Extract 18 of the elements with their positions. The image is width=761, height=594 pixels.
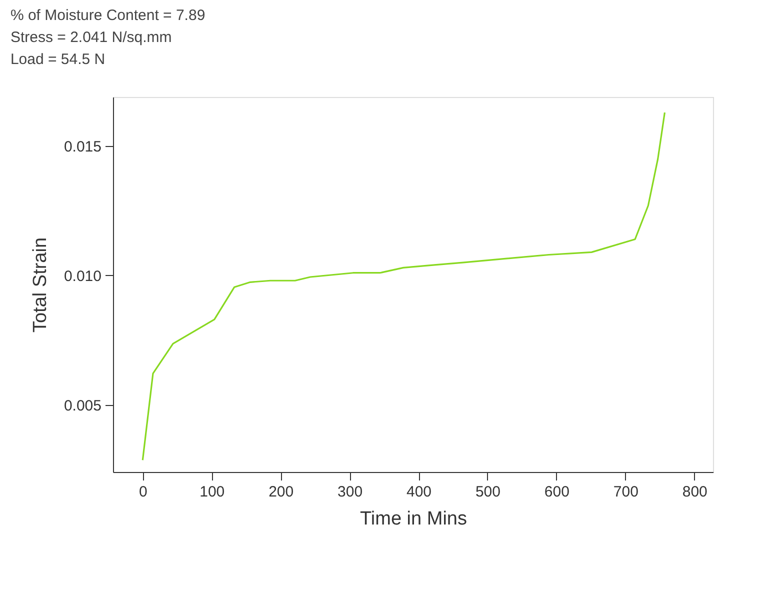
text: % of Moisture Content = 7.89 (10, 7, 206, 24)
y-axis-title: Total Strain (30, 237, 51, 333)
x-tick-label: 100 (200, 484, 225, 500)
x-tick-label: 300 (338, 484, 363, 500)
text: Stress = 2.041 N/sq.mm (10, 29, 172, 46)
x-tick-label: 200 (268, 484, 294, 500)
y-tick-label: 0.005 (64, 397, 102, 414)
x-tick-label: 600 (544, 484, 570, 500)
text: Load = 54.5 N (10, 51, 106, 68)
x-tick-label: 0 (138, 484, 148, 500)
x-tick-label: 500 (475, 484, 500, 500)
x-tick-label: 700 (613, 484, 638, 500)
x-tick-label: 800 (682, 484, 708, 500)
x-axis-title: Time in Mins (360, 508, 467, 530)
y-tick-label: 0.015 (64, 138, 102, 156)
y-tick-label: 0.010 (64, 268, 102, 285)
x-tick-label: 400 (406, 484, 432, 500)
line-series (142, 112, 666, 461)
